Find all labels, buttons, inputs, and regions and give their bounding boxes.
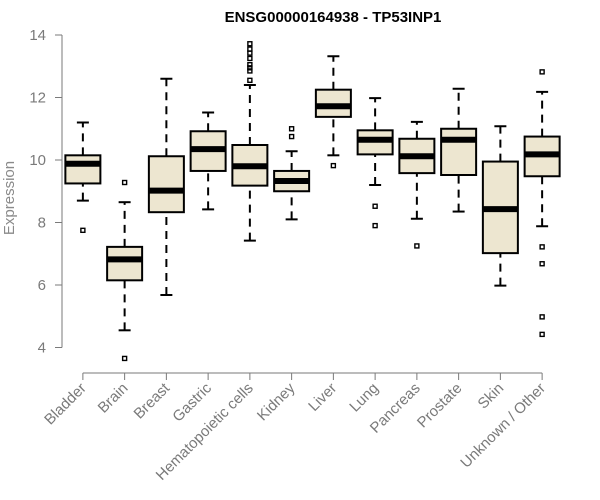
y-tick-label: 12 bbox=[29, 90, 46, 107]
box-group bbox=[314, 55, 352, 169]
box-group bbox=[189, 111, 227, 211]
x-tick-label: Liver bbox=[305, 380, 340, 415]
y-tick-label: 8 bbox=[38, 215, 46, 232]
x-tick-label: Kidney bbox=[254, 379, 299, 424]
outlier-point bbox=[414, 243, 420, 249]
box-series bbox=[64, 41, 561, 362]
outlier-point bbox=[539, 331, 545, 338]
iqr-box bbox=[64, 154, 102, 185]
iqr-box bbox=[147, 155, 185, 214]
outlier-point bbox=[80, 227, 86, 234]
outlier-point bbox=[247, 55, 253, 62]
box-group bbox=[481, 125, 519, 287]
outlier-point bbox=[372, 203, 378, 209]
outlier-point bbox=[288, 133, 295, 140]
box-group bbox=[398, 120, 436, 249]
chart-title: ENSG00000164938 - TP53INP1 bbox=[225, 9, 442, 26]
x-tick-label: Breast bbox=[131, 379, 174, 422]
outlier-point bbox=[539, 261, 545, 267]
y-tick-label: 10 bbox=[29, 152, 46, 169]
outlier-point bbox=[539, 244, 545, 250]
x-tick-label: Skin bbox=[475, 380, 508, 413]
outlier-point bbox=[247, 41, 253, 47]
y-tick-label: 4 bbox=[38, 340, 46, 357]
outlier-point bbox=[247, 65, 253, 71]
box-group bbox=[147, 77, 185, 296]
box-group bbox=[106, 179, 144, 362]
box-group bbox=[440, 87, 478, 213]
outlier-point bbox=[247, 61, 253, 68]
outlier-point bbox=[330, 162, 337, 169]
box-group bbox=[273, 126, 311, 221]
outlier-point bbox=[121, 179, 128, 186]
y-axis-title: Expression bbox=[1, 161, 18, 235]
iqr-box bbox=[440, 127, 478, 176]
outlier-point bbox=[121, 355, 128, 362]
iqr-box bbox=[106, 245, 144, 282]
y-tick-label: 14 bbox=[29, 27, 46, 44]
x-tick-label: Lung bbox=[346, 380, 382, 416]
x-tick-label: Brain bbox=[95, 380, 132, 417]
outlier-point bbox=[539, 314, 545, 320]
outlier-point bbox=[247, 77, 253, 84]
outlier-point bbox=[372, 222, 378, 229]
outlier-point bbox=[247, 46, 253, 52]
box-group bbox=[64, 121, 102, 234]
x-tick-label: Bladder bbox=[41, 380, 90, 429]
outlier-point bbox=[288, 126, 295, 132]
y-tick-label: 6 bbox=[38, 277, 46, 294]
box-group bbox=[231, 41, 269, 242]
box-group bbox=[356, 97, 394, 229]
box-group bbox=[523, 69, 561, 338]
outlier-point bbox=[247, 68, 253, 74]
outlier-point bbox=[539, 69, 545, 75]
y-axis: 4 6 8 10 12 14 bbox=[29, 27, 63, 357]
x-tick-label: Prostate bbox=[414, 380, 466, 432]
